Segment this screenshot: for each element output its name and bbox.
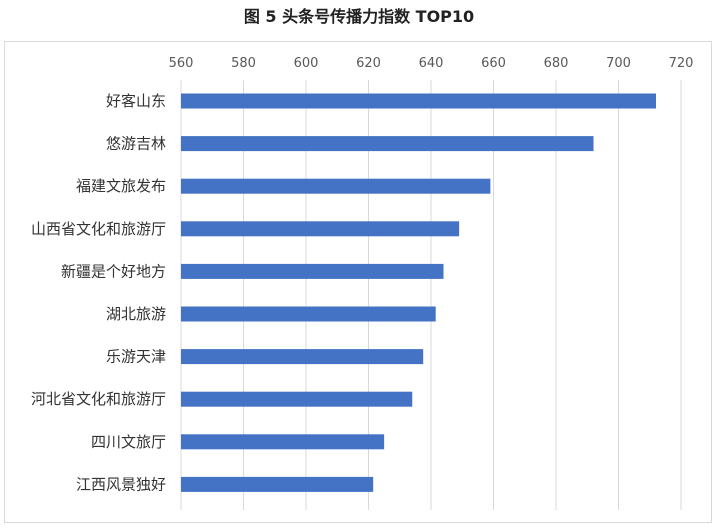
category-label: 江西风景独好 [76,475,166,493]
category-label: 好客山东 [106,92,166,110]
x-tick-label: 580 [231,56,256,71]
chart-title: 图 5 头条号传播力指数 TOP10 [243,7,475,26]
bar [181,306,436,322]
x-tick-label: 600 [294,56,319,71]
category-label: 四川文旅厅 [91,433,166,451]
bar [181,476,374,492]
bar [181,93,656,109]
category-label: 山西省文化和旅游厅 [31,220,166,238]
x-tick-label: 700 [606,56,631,71]
category-label: 新疆是个好地方 [61,262,166,280]
category-label: 悠游吉林 [106,135,166,153]
chart-frame [4,41,712,523]
x-tick-label: 660 [481,56,506,71]
category-label: 湖北旅游 [106,305,166,323]
bar [181,136,594,152]
category-label: 福建文旅发布 [76,177,166,195]
x-tick-label: 680 [544,56,569,71]
category-label: 河北省文化和旅游厅 [31,390,166,408]
bar [181,178,491,194]
bar [181,263,444,279]
x-tick-label: 560 [169,56,194,71]
category-label: 乐游天津 [106,348,166,366]
x-tick-label: 620 [356,56,381,71]
bar [181,391,413,407]
bar [181,221,460,237]
bar [181,434,385,450]
bar [181,349,424,365]
x-tick-label: 720 [669,56,694,71]
x-tick-label: 640 [419,56,444,71]
